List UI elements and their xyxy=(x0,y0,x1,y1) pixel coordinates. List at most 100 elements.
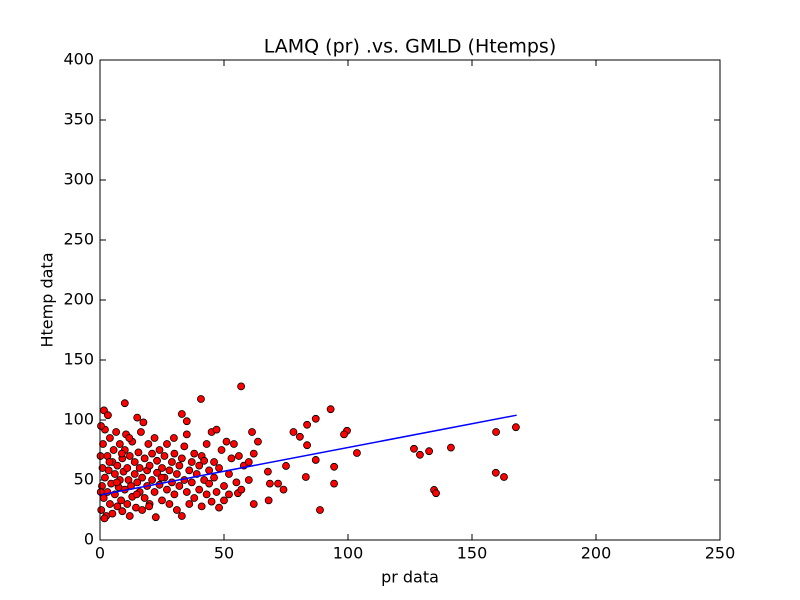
scatter-point xyxy=(168,458,176,466)
scatter-point xyxy=(279,485,288,494)
y-tick-label: 50 xyxy=(74,470,94,489)
scatter-point xyxy=(165,500,174,508)
scatter-point xyxy=(175,482,184,490)
scatter-point xyxy=(185,500,194,508)
scatter-point xyxy=(157,473,166,482)
scatter-point xyxy=(249,500,258,508)
scatter-point xyxy=(190,449,199,458)
scatter-point xyxy=(165,466,174,475)
scatter-point xyxy=(110,470,119,478)
scatter-point xyxy=(254,437,262,446)
scatter-point xyxy=(109,446,118,454)
scatter-point xyxy=(205,466,214,475)
scatter-point xyxy=(117,449,126,458)
scatter-point xyxy=(97,506,106,514)
scatter-point xyxy=(105,458,114,466)
scatter-point xyxy=(197,502,206,511)
scatter-point xyxy=(158,464,166,472)
x-tick-label: 150 xyxy=(457,544,488,563)
scatter-point xyxy=(170,449,179,458)
scatter-point xyxy=(182,430,191,439)
scatter-point xyxy=(101,473,109,482)
scatter-point xyxy=(212,425,221,434)
scatter-point xyxy=(492,428,500,436)
scatter-point xyxy=(150,434,159,442)
scatter-point xyxy=(500,473,508,481)
scatter-point xyxy=(316,506,324,514)
scatter-point xyxy=(330,462,339,471)
scatter-point xyxy=(225,470,233,478)
scatter-point xyxy=(249,449,258,458)
scatter-point xyxy=(170,490,179,499)
scatter-point xyxy=(177,454,186,463)
scatter-point xyxy=(237,382,246,391)
scatter-point xyxy=(425,447,433,456)
scatter-point xyxy=(106,500,114,508)
scatter-point xyxy=(100,514,109,523)
scatter-point xyxy=(140,494,149,502)
scatter-point xyxy=(215,464,223,472)
y-tick-label: 300 xyxy=(63,170,94,189)
scatter-point xyxy=(150,488,159,496)
scatter-point xyxy=(289,428,298,436)
scatter-point xyxy=(177,512,186,520)
scatter-point xyxy=(163,440,171,448)
scatter-point xyxy=(230,440,238,448)
scatter-point xyxy=(97,422,105,430)
scatter-point xyxy=(182,488,191,496)
scatter-point xyxy=(303,441,311,450)
y-tick-label: 400 xyxy=(63,50,94,69)
scatter-point xyxy=(263,467,272,476)
scatter-point xyxy=(118,507,127,516)
scatter-point xyxy=(353,449,361,457)
x-tick-label: 200 xyxy=(581,544,612,563)
scatter-point xyxy=(172,470,181,478)
scatter-point xyxy=(133,478,142,487)
scatter-point xyxy=(432,489,440,498)
scatter-point xyxy=(112,478,121,487)
scatter-point xyxy=(130,470,139,478)
scatter-point xyxy=(215,503,223,512)
scatter-point xyxy=(125,512,134,520)
scatter-point xyxy=(340,430,348,439)
scatter-point xyxy=(138,473,147,482)
x-axis-label: pr data xyxy=(381,568,439,587)
scatter-point xyxy=(187,478,196,487)
scatter-point xyxy=(210,473,218,482)
scatter-point xyxy=(139,418,148,427)
scatter-point xyxy=(172,506,181,514)
scatter-point xyxy=(99,440,107,448)
scatter-point xyxy=(113,461,122,470)
scatter-point xyxy=(225,490,233,499)
scatter-point xyxy=(222,437,231,446)
scatter-point xyxy=(145,461,154,470)
scatter-point xyxy=(303,420,311,429)
scatter-point xyxy=(138,506,147,514)
scatter-point xyxy=(158,496,166,505)
scatter-point xyxy=(115,440,124,448)
scatter-point xyxy=(200,456,209,465)
scatter-point xyxy=(123,500,132,508)
scatter-point xyxy=(153,456,161,465)
scatter-point xyxy=(160,452,169,460)
scatter-point xyxy=(265,479,274,488)
scatter-point xyxy=(151,513,160,522)
scatter-point xyxy=(155,446,164,454)
scatter-point xyxy=(117,496,125,505)
scatter-point xyxy=(220,482,228,490)
y-tick-label: 200 xyxy=(63,290,94,309)
scatter-point xyxy=(180,442,189,451)
scatter-point xyxy=(220,496,228,505)
scatter-point xyxy=(140,454,149,463)
scatter-point xyxy=(212,488,221,496)
scatter-point xyxy=(202,440,211,448)
scatter-point xyxy=(410,444,418,453)
scatter-point xyxy=(106,434,114,442)
scatter-point xyxy=(234,452,243,460)
scatter-point xyxy=(205,479,214,488)
scatter-point xyxy=(326,405,335,414)
scatter-point xyxy=(182,417,191,426)
scatter-point xyxy=(282,462,290,470)
